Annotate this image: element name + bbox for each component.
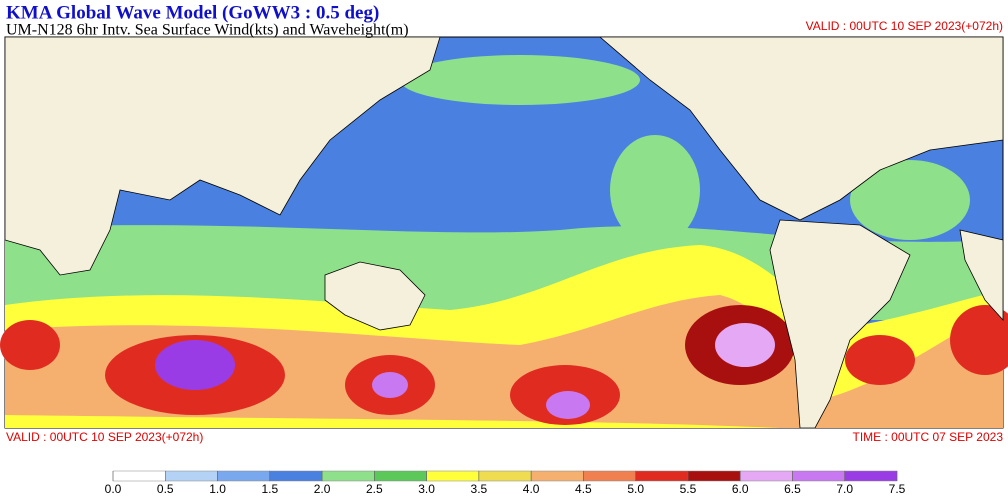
colorbar-label: 5.0 (627, 482, 644, 496)
valid-time: VALID : 00UTC 10 SEP 2023(+072h) (6, 430, 203, 444)
colorbar-label: 3.5 (471, 482, 488, 496)
colorbar-label: 5.5 (680, 482, 697, 496)
colorbar-segment (739, 470, 793, 482)
wave-zone (610, 135, 700, 245)
wave-zone (845, 335, 915, 385)
colorbar-label: 0.0 (105, 482, 122, 496)
land-australia (324, 261, 426, 331)
colorbar-label: 0.5 (157, 482, 174, 496)
colorbar-segment (374, 470, 427, 482)
colorbar: 0.0 0.5 1.0 1.5 2.0 2.5 3.0 3.5 4.0 4.5 5.0 5.5 6.0 6… (105, 470, 906, 496)
colorbar-segment (165, 470, 218, 482)
valid-time: VALID : 00UTC 10 SEP 2023(+072h) (806, 19, 1003, 33)
colorbar-label: 2.5 (366, 482, 383, 496)
colorbar-label: 2.0 (314, 482, 331, 496)
wave-zone (715, 323, 775, 367)
land-north-america (598, 36, 1004, 221)
land-south-america (769, 219, 911, 429)
wave-zone (400, 55, 640, 105)
colorbar-label: 6.5 (784, 482, 801, 496)
colorbar-segment (530, 470, 584, 482)
colorbar-segment (844, 470, 898, 482)
colorbar-label: 6.0 (732, 482, 749, 496)
colorbar-label: 1.5 (261, 482, 278, 496)
colorbar-label: 7.0 (836, 482, 853, 496)
colorbar-label: 1.0 (209, 482, 226, 496)
colorbar-label: 7.5 (889, 482, 906, 496)
colorbar-segment (217, 470, 271, 482)
init-time: TIME : 00UTC 07 SEP 2023 (852, 430, 1003, 444)
colorbar-label: 3.0 (418, 482, 435, 496)
colorbar-segment (583, 470, 636, 482)
map-subtitle: UM-N128 6hr Intv. Sea Surface Wind(kts) … (6, 22, 409, 39)
colorbar-segment (635, 470, 689, 482)
land-africa-east (959, 229, 1004, 322)
map-title: KMA Global Wave Model (GoWW3 : 0.5 deg) (6, 2, 379, 23)
colorbar-label: 4.5 (575, 482, 592, 496)
colorbar-segment (687, 470, 741, 482)
wave-zone (155, 340, 235, 390)
wave-zone (0, 320, 60, 370)
colorbar-segment (269, 470, 323, 482)
wave-zone (546, 391, 590, 419)
colorbar-segment (792, 470, 845, 482)
colorbar-label: 4.0 (523, 482, 540, 496)
wave-zone (950, 305, 1008, 375)
map (0, 36, 1008, 429)
colorbar-segment (112, 470, 166, 482)
wave-zone (850, 160, 970, 240)
colorbar-segment (478, 470, 532, 482)
land-eurasia-africa (4, 36, 441, 276)
colorbar-segment (321, 470, 375, 482)
colorbar-segment (426, 470, 480, 482)
wave-zone (372, 372, 408, 398)
